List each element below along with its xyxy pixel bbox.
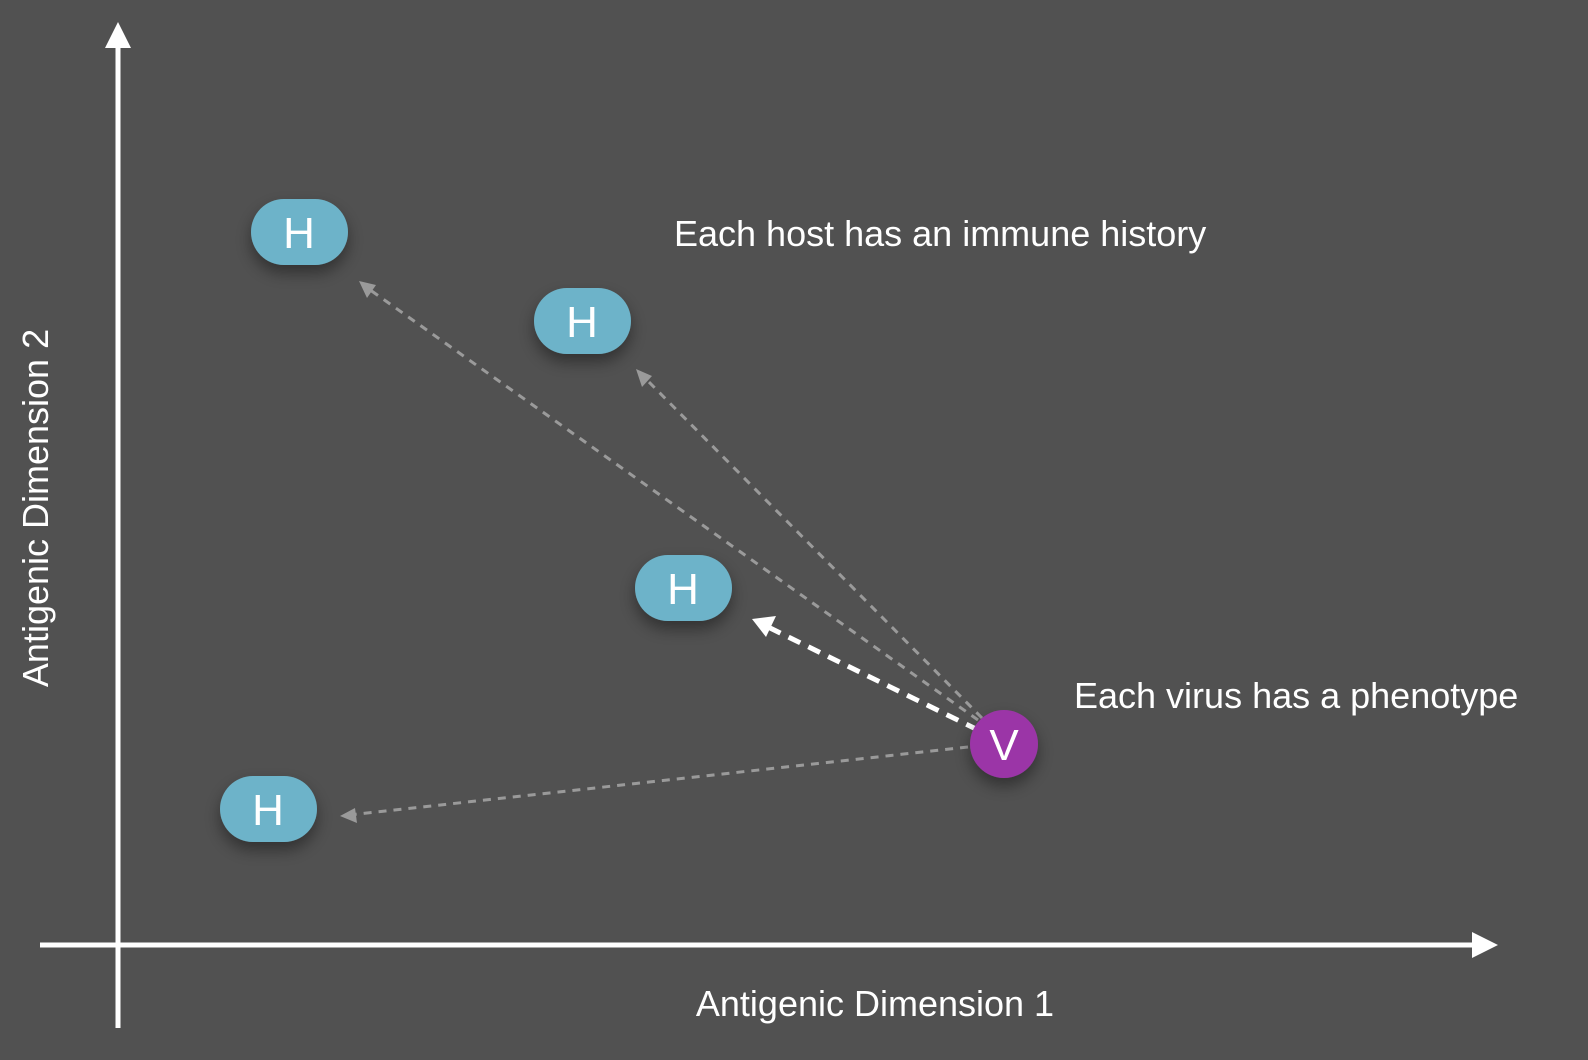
arrow-head-host-4 <box>340 808 357 823</box>
host-node-label: H <box>667 565 699 614</box>
virus-annotation: Each virus has a phenotype <box>1074 675 1518 716</box>
y-axis-label: Antigenic Dimension 2 <box>15 329 56 687</box>
arrow-virus-to-host-4 <box>348 745 969 817</box>
host-node: H <box>251 199 348 265</box>
host-node: H <box>635 555 732 621</box>
arrow-head-host-1 <box>359 281 376 298</box>
virus-node-label: V <box>989 721 1019 770</box>
arrow-head-host-3 <box>752 616 776 637</box>
y-axis-arrowhead <box>105 22 131 48</box>
x-axis-label: Antigenic Dimension 1 <box>696 983 1054 1024</box>
host-node-label: H <box>252 786 284 835</box>
host-node: H <box>534 288 631 354</box>
host-node: H <box>220 776 317 842</box>
arrow-virus-to-host-2 <box>640 373 984 720</box>
arrow-virus-to-host-3 <box>766 624 980 733</box>
host-node-label: H <box>283 209 315 258</box>
host-annotation: Each host has an immune history <box>674 213 1206 254</box>
arrow-head-host-2 <box>636 369 652 387</box>
x-axis-arrowhead <box>1472 932 1498 958</box>
arrow-virus-to-host-1 <box>365 285 979 722</box>
virus-node: V <box>970 710 1038 778</box>
host-node-label: H <box>566 298 598 347</box>
